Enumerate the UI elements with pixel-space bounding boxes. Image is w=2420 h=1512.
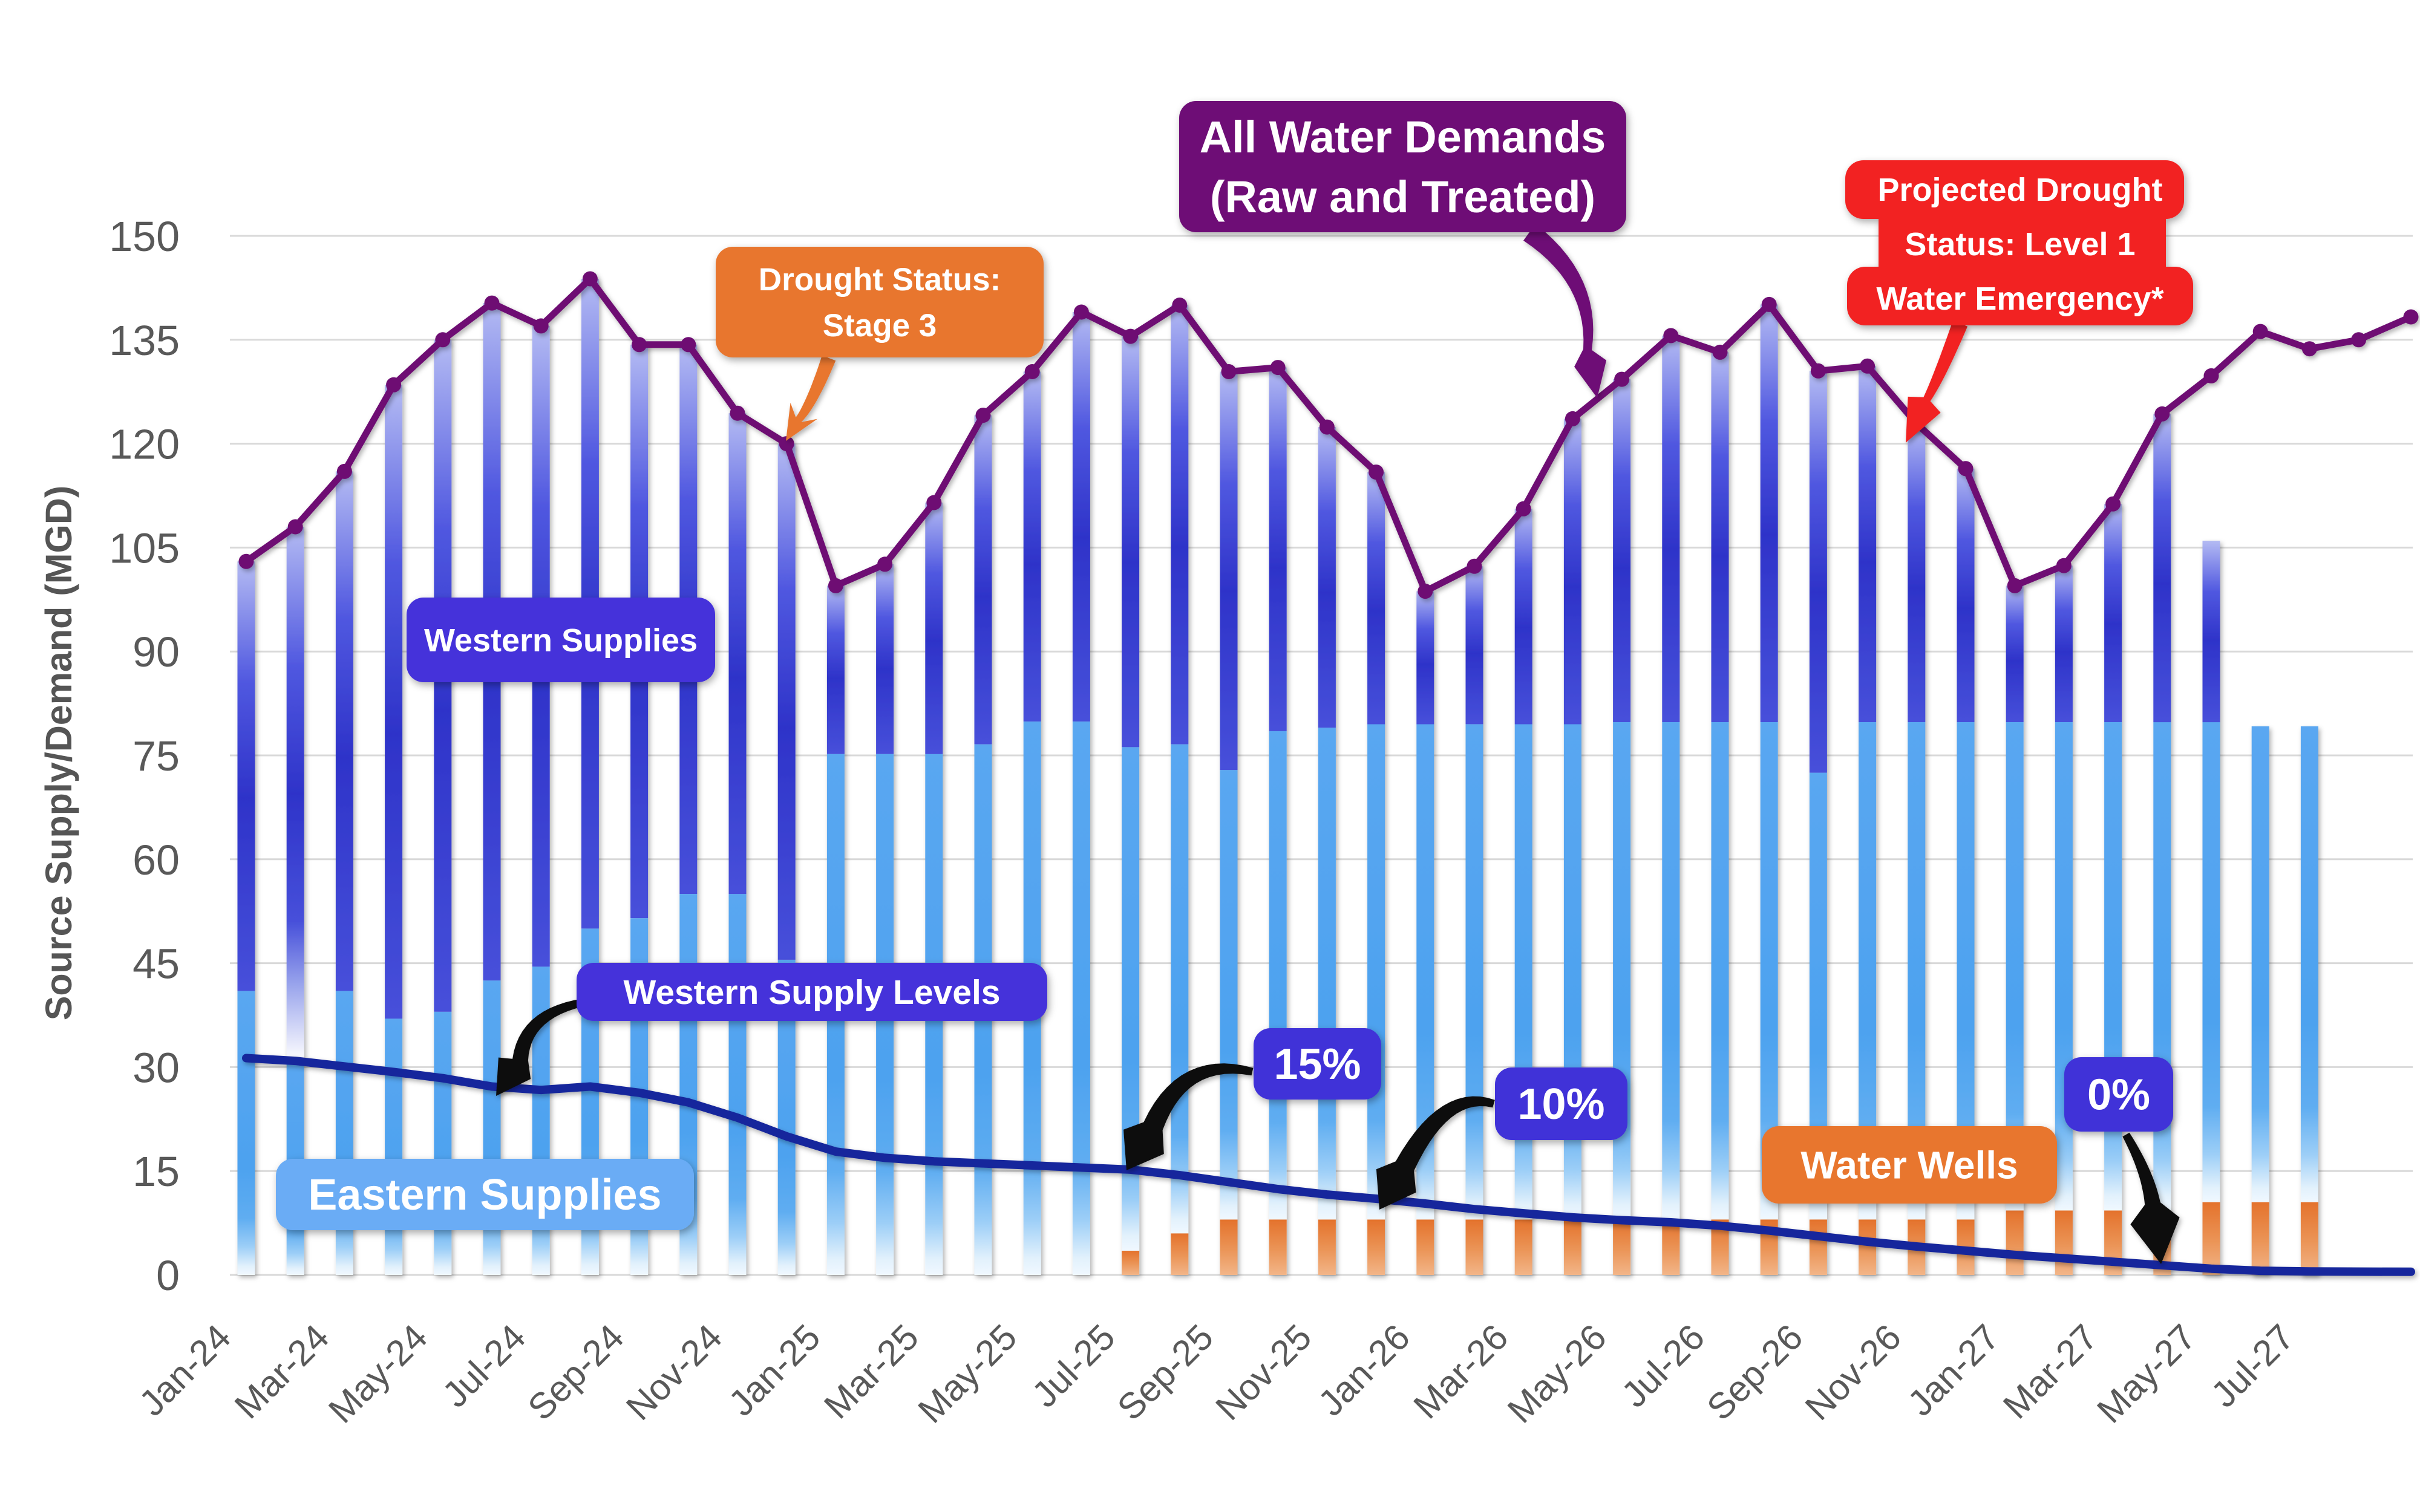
svg-text:Jan-27: Jan-27: [1900, 1317, 2007, 1424]
svg-text:Mar-26: Mar-26: [1406, 1317, 1516, 1427]
svg-text:0: 0: [156, 1252, 180, 1299]
svg-text:Sep-25: Sep-25: [1110, 1317, 1221, 1428]
svg-text:Source Supply/Demand (MGD): Source Supply/Demand (MGD): [38, 486, 79, 1021]
svg-text:Jul-24: Jul-24: [434, 1317, 533, 1415]
svg-text:Mar-27: Mar-27: [1995, 1317, 2105, 1427]
svg-text:Nov-24: Nov-24: [618, 1317, 730, 1428]
svg-text:Mar-24: Mar-24: [227, 1317, 337, 1427]
svg-text:15: 15: [132, 1148, 180, 1195]
svg-text:Jul-27: Jul-27: [2203, 1317, 2302, 1415]
svg-text:75: 75: [132, 732, 180, 780]
svg-text:(Raw and Treated): (Raw and Treated): [1210, 172, 1595, 222]
svg-text:0%: 0%: [2087, 1071, 2150, 1119]
svg-text:Eastern Supplies: Eastern Supplies: [308, 1171, 661, 1219]
svg-text:Water Wells: Water Wells: [1800, 1143, 2018, 1187]
svg-text:105: 105: [109, 524, 180, 572]
svg-text:30: 30: [132, 1044, 180, 1091]
svg-text:Sep-24: Sep-24: [520, 1317, 632, 1428]
svg-text:Jan-24: Jan-24: [131, 1317, 238, 1424]
svg-text:Nov-26: Nov-26: [1797, 1317, 1909, 1428]
svg-text:May-26: May-26: [1500, 1317, 1614, 1431]
svg-text:Jan-26: Jan-26: [1310, 1317, 1418, 1424]
svg-text:Western Supplies: Western Supplies: [424, 622, 698, 659]
svg-text:135: 135: [109, 317, 180, 364]
svg-text:15%: 15%: [1274, 1040, 1361, 1089]
svg-text:Jan-25: Jan-25: [721, 1317, 828, 1424]
svg-text:45: 45: [132, 940, 180, 988]
svg-text:May-24: May-24: [321, 1317, 435, 1431]
svg-text:May-27: May-27: [2089, 1317, 2203, 1431]
svg-text:Stage 3: Stage 3: [823, 308, 937, 344]
svg-text:Water Emergency*: Water Emergency*: [1876, 281, 2163, 317]
svg-text:May-25: May-25: [911, 1317, 1025, 1431]
svg-text:Jul-25: Jul-25: [1024, 1317, 1123, 1415]
svg-text:Status: Level 1: Status: Level 1: [1905, 226, 2135, 262]
svg-text:10%: 10%: [1517, 1080, 1604, 1129]
svg-text:90: 90: [132, 628, 180, 676]
svg-text:Sep-26: Sep-26: [1699, 1317, 1810, 1428]
svg-text:Western Supply Levels: Western Supply Levels: [624, 973, 1001, 1012]
svg-text:Mar-25: Mar-25: [816, 1317, 926, 1427]
svg-text:All Water Demands: All Water Demands: [1200, 112, 1606, 162]
svg-text:60: 60: [132, 836, 180, 884]
svg-text:150: 150: [109, 213, 180, 260]
svg-text:Projected Drought: Projected Drought: [1877, 172, 2162, 208]
svg-text:120: 120: [109, 421, 180, 468]
svg-text:Drought Status:: Drought Status:: [759, 262, 1001, 298]
svg-text:Jul-26: Jul-26: [1614, 1317, 1712, 1415]
svg-text:Nov-25: Nov-25: [1208, 1317, 1319, 1428]
